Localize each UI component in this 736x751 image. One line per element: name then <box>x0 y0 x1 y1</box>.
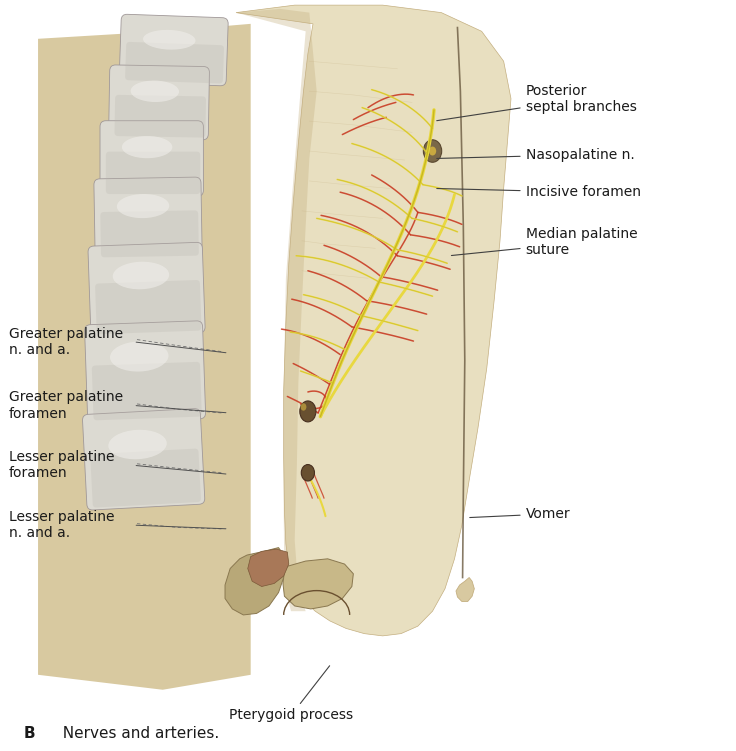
Text: Incisive foramen: Incisive foramen <box>436 185 640 199</box>
Ellipse shape <box>300 401 316 422</box>
Ellipse shape <box>108 430 167 460</box>
Text: Pterygoid process: Pterygoid process <box>229 665 353 722</box>
FancyBboxPatch shape <box>109 65 210 140</box>
FancyBboxPatch shape <box>106 152 200 194</box>
Text: Posterior
septal branches: Posterior septal branches <box>436 83 637 121</box>
FancyBboxPatch shape <box>82 409 205 510</box>
Polygon shape <box>236 9 316 611</box>
FancyBboxPatch shape <box>115 95 206 137</box>
Text: Vomer: Vomer <box>470 507 570 521</box>
Polygon shape <box>236 5 511 636</box>
Ellipse shape <box>117 194 169 218</box>
Text: Nerves and arteries.: Nerves and arteries. <box>53 725 219 740</box>
FancyBboxPatch shape <box>85 321 205 423</box>
Polygon shape <box>225 547 286 615</box>
Text: Lesser palatine
n. and a.: Lesser palatine n. and a. <box>9 510 114 540</box>
Polygon shape <box>38 24 251 689</box>
FancyBboxPatch shape <box>88 243 205 336</box>
Ellipse shape <box>300 403 306 411</box>
Ellipse shape <box>301 465 314 481</box>
Text: Median palatine
suture: Median palatine suture <box>451 228 637 258</box>
Text: Greater palatine
n. and a.: Greater palatine n. and a. <box>9 327 123 357</box>
Text: B: B <box>24 725 35 740</box>
Ellipse shape <box>113 262 169 289</box>
FancyBboxPatch shape <box>95 280 202 334</box>
Ellipse shape <box>122 136 172 158</box>
Ellipse shape <box>130 80 179 102</box>
FancyBboxPatch shape <box>91 448 201 508</box>
Ellipse shape <box>429 146 436 155</box>
FancyBboxPatch shape <box>92 362 202 421</box>
FancyBboxPatch shape <box>94 177 202 260</box>
Ellipse shape <box>423 140 442 162</box>
Polygon shape <box>248 549 289 587</box>
Polygon shape <box>283 559 353 609</box>
Text: Greater palatine
foramen: Greater palatine foramen <box>9 391 123 421</box>
FancyBboxPatch shape <box>100 121 203 196</box>
Text: Nasopalatine n.: Nasopalatine n. <box>436 148 634 161</box>
FancyBboxPatch shape <box>100 210 199 258</box>
FancyBboxPatch shape <box>119 14 228 86</box>
FancyBboxPatch shape <box>125 42 224 83</box>
Polygon shape <box>456 578 474 602</box>
Ellipse shape <box>110 342 169 372</box>
Text: Lesser palatine
foramen: Lesser palatine foramen <box>9 450 114 481</box>
Ellipse shape <box>143 30 196 50</box>
